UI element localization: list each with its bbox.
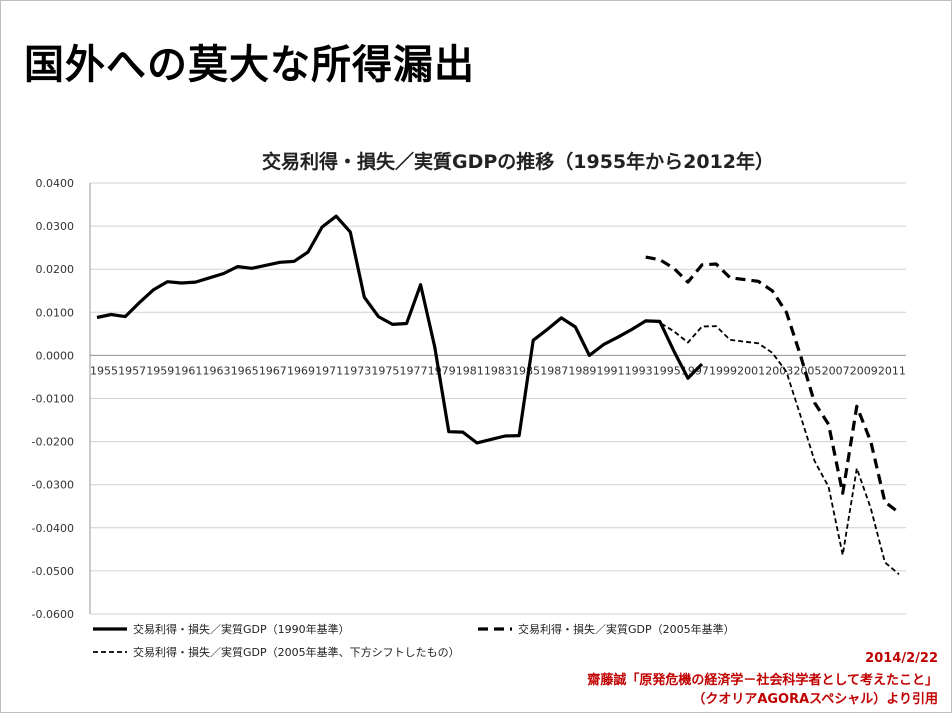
y-tick-label: -0.0200 [32, 436, 74, 449]
credit-publisher: （クオリアAGORAスペシャル）より引用 [692, 692, 938, 707]
x-tick-label: 2003 [765, 364, 793, 377]
y-tick-label: 0.0200 [36, 263, 75, 276]
x-tick-label: 1955 [90, 364, 118, 377]
y-tick-label: 0.0100 [36, 306, 75, 319]
x-tick-label: 1991 [596, 364, 624, 377]
x-tick-label: 1989 [568, 364, 596, 377]
x-tick-label: 1977 [400, 364, 428, 377]
x-tick-label: 1957 [118, 364, 146, 377]
series-line-3 [645, 319, 900, 575]
legend-label-3: 交易利得・損失／実質GDP（2005年基準、下方シフトしたもの） [133, 645, 460, 659]
x-tick-label: 1969 [287, 364, 315, 377]
y-tick-label: -0.0600 [32, 608, 74, 621]
x-tick-label: 2011 [878, 364, 906, 377]
x-tick-label: 1967 [259, 364, 287, 377]
x-tick-label: 1995 [653, 364, 681, 377]
chart-title: 交易利得・損失／実質GDPの推移（1955年から2012年） [262, 150, 774, 173]
series-line-1 [96, 214, 704, 445]
x-tick-label: 1979 [428, 364, 456, 377]
legend-label-2: 交易利得・損失／実質GDP（2005年基準） [518, 622, 735, 636]
x-tick-label: 1985 [512, 364, 540, 377]
x-tick-label: 1981 [456, 364, 484, 377]
credit-date: 2014/2/22 [865, 651, 938, 666]
y-tick-label: -0.0500 [32, 565, 74, 578]
x-tick-label: 1961 [174, 364, 202, 377]
x-tick-label: 2001 [737, 364, 765, 377]
x-tick-label: 2009 [850, 364, 878, 377]
y-tick-label: -0.0100 [32, 393, 74, 406]
legend-label-1: 交易利得・損失／実質GDP（1990年基準） [133, 622, 350, 636]
x-tick-label: 1993 [625, 364, 653, 377]
x-tick-label: 1959 [146, 364, 174, 377]
x-tick-label: 2005 [793, 364, 821, 377]
x-tick-label: 1971 [315, 364, 343, 377]
y-tick-label: 0.0000 [36, 349, 75, 362]
slide-title: 国外への莫大な所得漏出 [24, 41, 475, 88]
y-tick-label: 0.0400 [36, 177, 75, 190]
credit-source: 齋藤誠「原発危機の経済学－社会科学者として考えたこと」 [587, 673, 938, 688]
y-tick-label: 0.0300 [36, 220, 75, 233]
x-tick-label: 1983 [484, 364, 512, 377]
x-tick-label: 2007 [822, 364, 850, 377]
x-tick-label: 1987 [540, 364, 568, 377]
x-tick-label: 1973 [343, 364, 371, 377]
x-tick-label: 1965 [231, 364, 259, 377]
y-tick-label: -0.0300 [32, 479, 74, 492]
x-tick-label: 1963 [203, 364, 231, 377]
y-tick-label: -0.0400 [32, 522, 74, 535]
x-tick-label: 1975 [371, 364, 399, 377]
x-tick-label: 1999 [709, 364, 737, 377]
series-line-2 [645, 255, 900, 514]
